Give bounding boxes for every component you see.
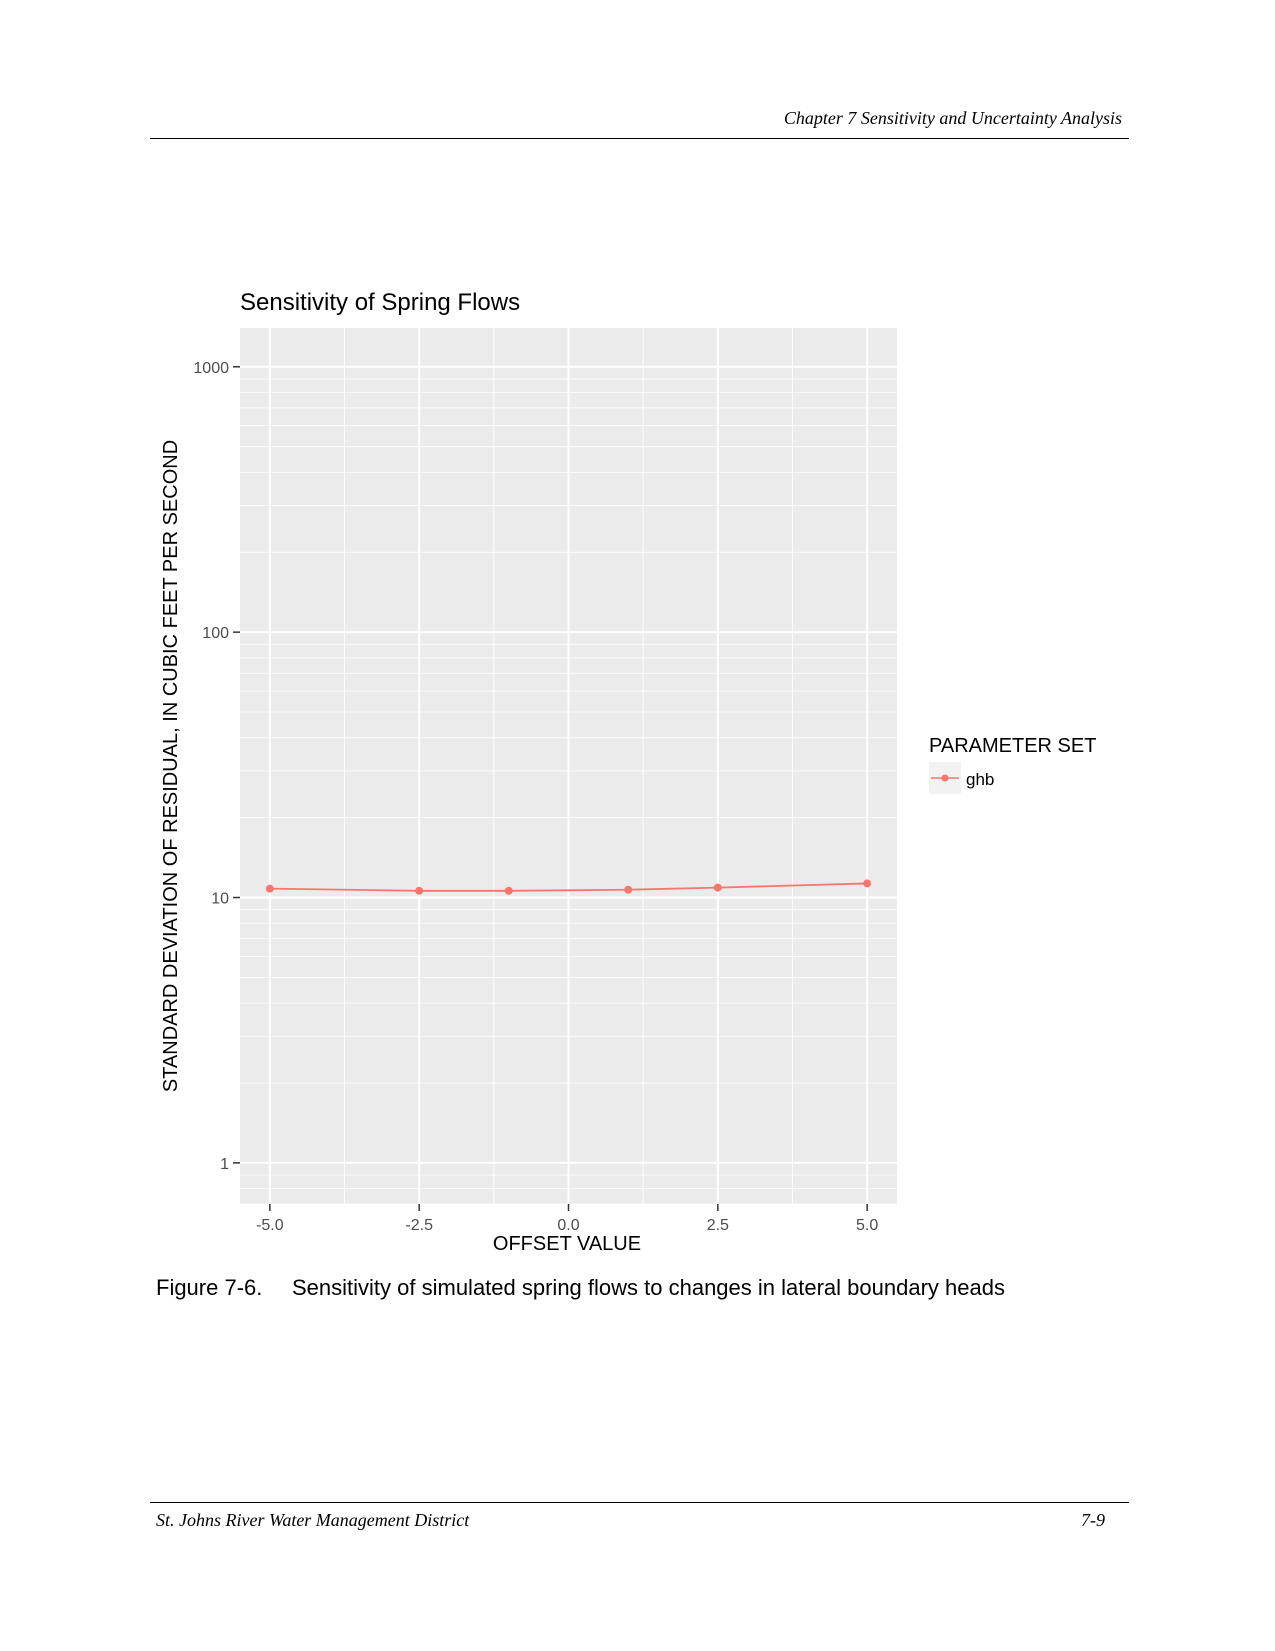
x-tick-label: -2.5 bbox=[405, 1217, 433, 1234]
data-point bbox=[713, 883, 722, 892]
data-point bbox=[265, 884, 274, 893]
x-tick-label: 0.0 bbox=[557, 1217, 579, 1234]
x-tick-label: 2.5 bbox=[707, 1217, 729, 1234]
data-point bbox=[504, 886, 513, 895]
x-axis-label: OFFSET VALUE bbox=[493, 1233, 641, 1255]
data-point bbox=[415, 886, 424, 895]
legend-key-point bbox=[941, 774, 949, 782]
figure-number: Figure 7-6. bbox=[156, 1275, 263, 1300]
page-number: 7-9 bbox=[1081, 1510, 1105, 1530]
y-tick-label: 1000 bbox=[193, 360, 229, 377]
chart-title: Sensitivity of Spring Flows bbox=[240, 289, 520, 316]
y-tick-label: 1 bbox=[220, 1156, 229, 1173]
legend-title: PARAMETER SET bbox=[929, 735, 1096, 757]
running-header: Chapter 7 Sensitivity and Uncertainty An… bbox=[783, 108, 1122, 128]
series-line-ghb bbox=[269, 882, 868, 892]
data-point bbox=[624, 885, 633, 894]
x-tick-label: -5.0 bbox=[256, 1217, 284, 1234]
figure-caption-text: Sensitivity of simulated spring flows to… bbox=[292, 1275, 1005, 1300]
x-tick-label: 5.0 bbox=[856, 1217, 878, 1234]
footer-organization: St. Johns River Water Management Distric… bbox=[156, 1510, 470, 1530]
legend-item-label: ghb bbox=[966, 770, 994, 789]
y-tick-label: 10 bbox=[211, 891, 229, 908]
header-rule bbox=[150, 138, 1129, 139]
legend: PARAMETER SET ghb bbox=[929, 735, 1096, 794]
y-tick-label: 100 bbox=[202, 625, 229, 642]
footer-rule bbox=[150, 1502, 1129, 1503]
y-axis-label: STANDARD DEVIATION OF RESIDUAL, IN CUBIC… bbox=[160, 440, 182, 1092]
data-point bbox=[863, 879, 872, 888]
figure-caption: Figure 7-6. Sensitivity of simulated spri… bbox=[156, 1275, 1005, 1301]
